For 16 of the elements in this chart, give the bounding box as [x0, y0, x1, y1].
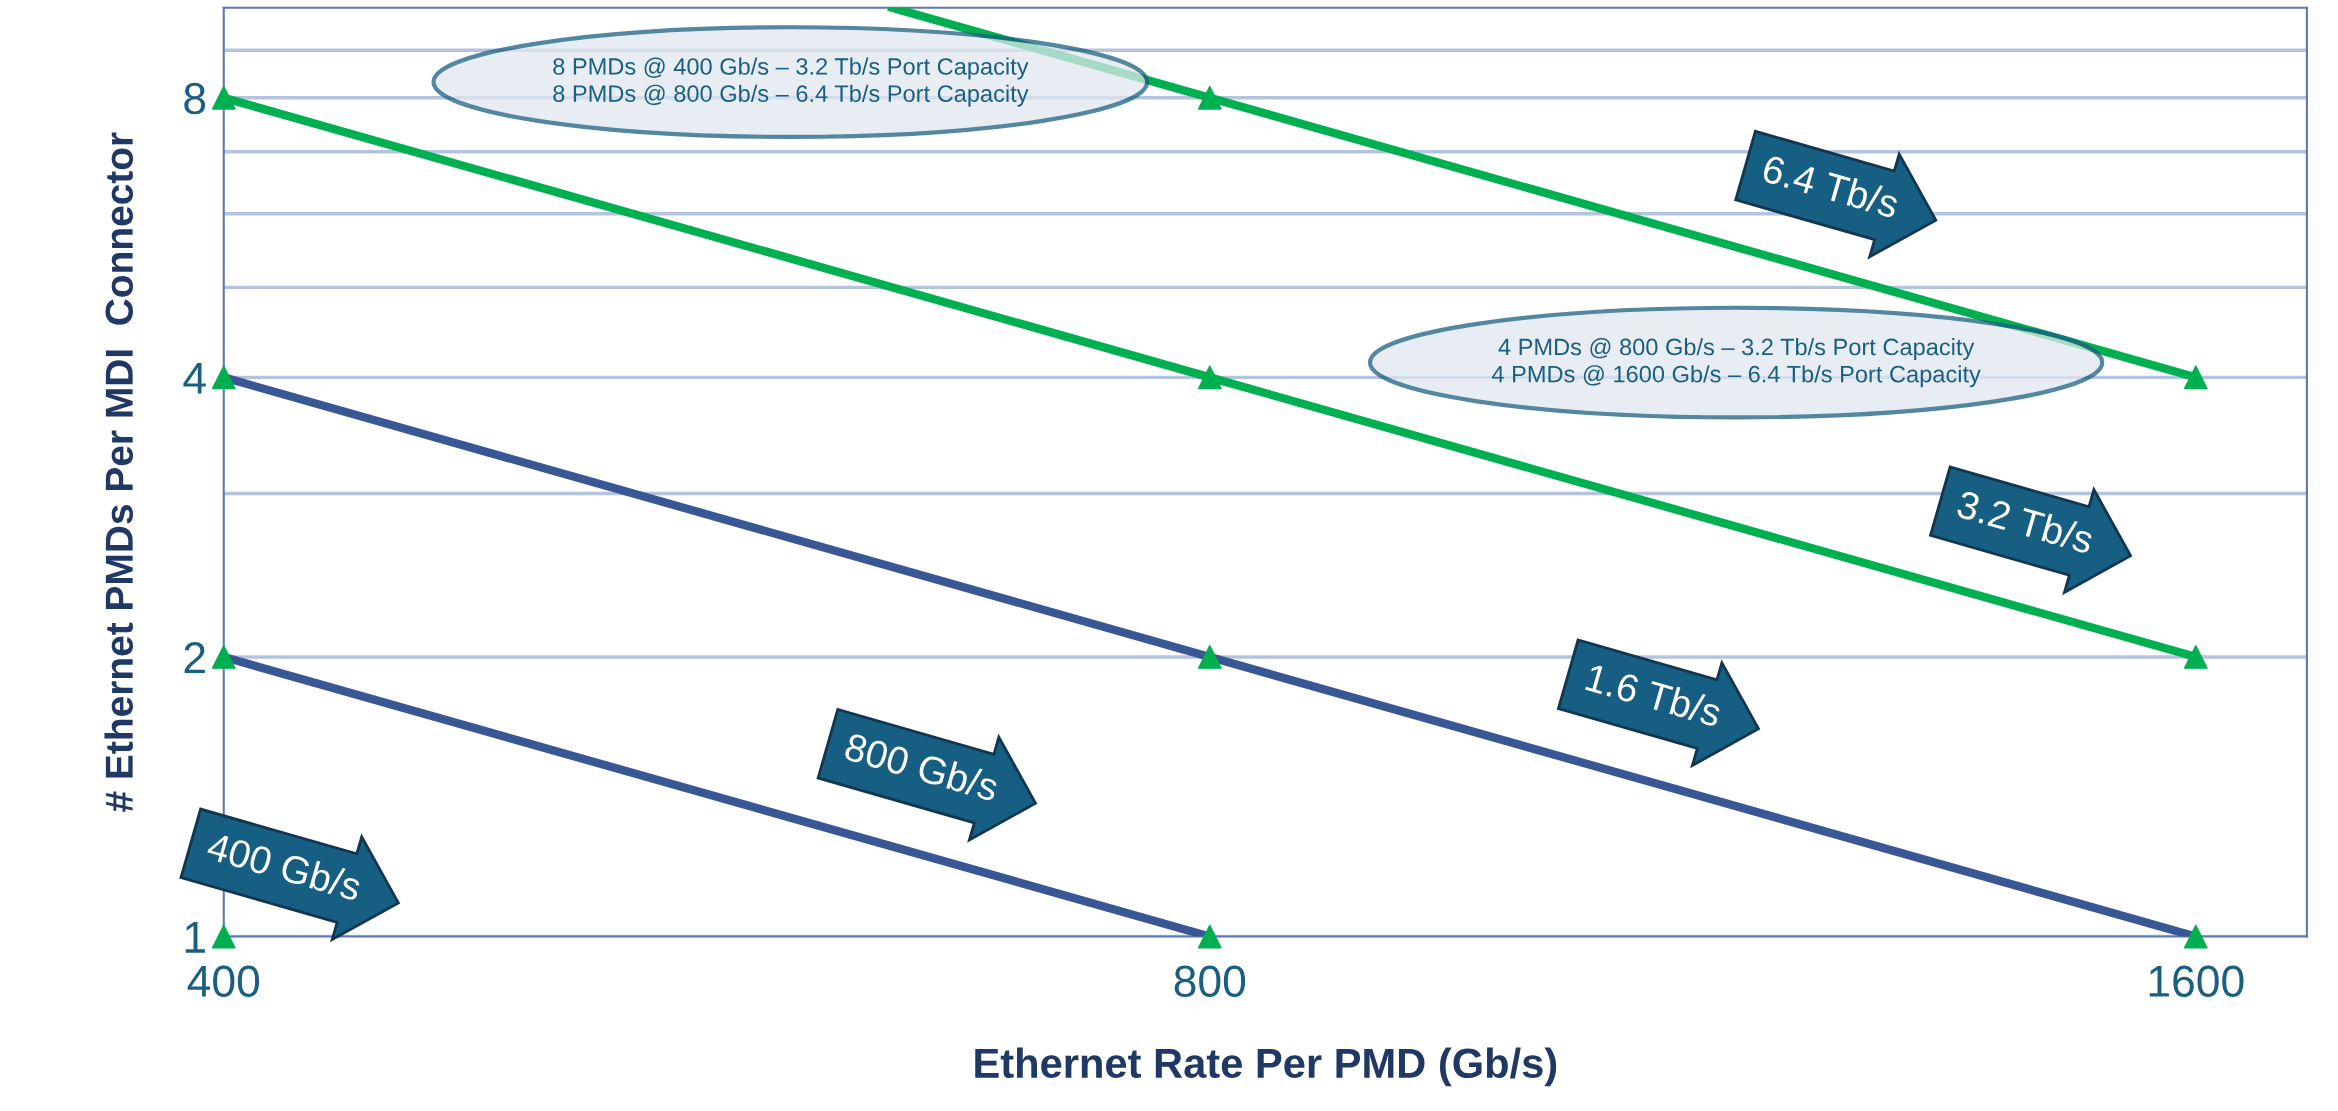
annotation: 8 PMDs @ 400 Gb/s – 3.2 Tb/s Port Capacity 8 PMDs @ 800 Gb/s – 6.4 Tb/s Port Capacity — [553, 57, 1029, 107]
y-axis-title: # Ethernet PMDs Per MDI Connector — [104, 132, 134, 812]
y-tick-label: 8 — [184, 82, 206, 115]
y-tick-label: 1 — [185, 922, 205, 953]
x-tick-label: 400 — [187, 965, 260, 997]
annotation: 4 PMDs @ 800 Gb/s – 3.2 Tb/s Port Capacity 4 PMDs @ 1600 Gb/s – 6.4 Tb/s Port Capacity — [1491, 338, 1981, 388]
x-tick-label: 800 — [1174, 965, 1246, 997]
x-tick-label: 1600 — [2149, 965, 2244, 997]
annotation: 3.2 Tb/s — [1955, 488, 2096, 555]
annotation: 400 Gb/s — [205, 830, 363, 902]
x-axis-title: Ethernet Rate Per PMD (Gb/s) — [975, 1047, 1557, 1087]
y-tick-label: 2 — [184, 642, 205, 674]
annotation: 800 Gb/s — [843, 731, 1001, 802]
annotation: 1.6 Tb/s — [1585, 662, 1724, 728]
annotation: 6.4 Tb/s — [1761, 153, 1901, 219]
y-tick-label: 4 — [183, 362, 206, 394]
